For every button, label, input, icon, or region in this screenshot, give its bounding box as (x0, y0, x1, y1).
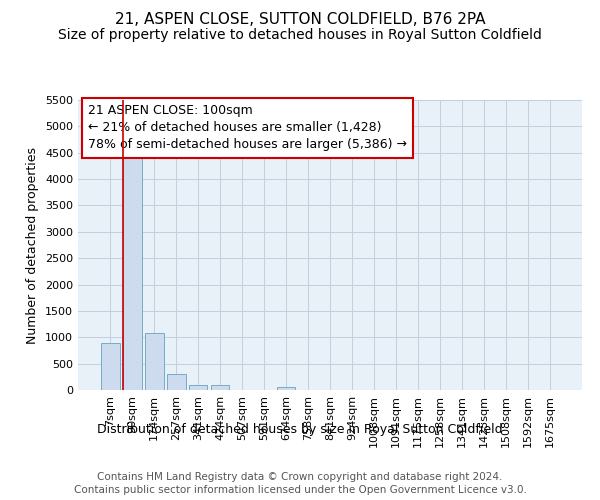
Bar (167, 374, 185, 390)
Text: 21 ASPEN CLOSE: 100sqm
← 21% of detached houses are smaller (1,428)
78% of semi-: 21 ASPEN CLOSE: 100sqm ← 21% of detached… (88, 104, 407, 152)
Bar (211, 386, 229, 390)
Bar (101, 342, 119, 390)
Bar (145, 334, 164, 390)
Text: Contains public sector information licensed under the Open Government Licence v3: Contains public sector information licen… (74, 485, 526, 495)
Bar (189, 386, 208, 390)
Y-axis label: Number of detached properties: Number of detached properties (26, 146, 40, 344)
Text: Distribution of detached houses by size in Royal Sutton Coldfield: Distribution of detached houses by size … (97, 422, 503, 436)
Bar (123, 148, 142, 390)
Text: Size of property relative to detached houses in Royal Sutton Coldfield: Size of property relative to detached ho… (58, 28, 542, 42)
Text: 21, ASPEN CLOSE, SUTTON COLDFIELD, B76 2PA: 21, ASPEN CLOSE, SUTTON COLDFIELD, B76 2… (115, 12, 485, 28)
Text: Contains HM Land Registry data © Crown copyright and database right 2024.: Contains HM Land Registry data © Crown c… (97, 472, 503, 482)
Bar (277, 386, 295, 390)
